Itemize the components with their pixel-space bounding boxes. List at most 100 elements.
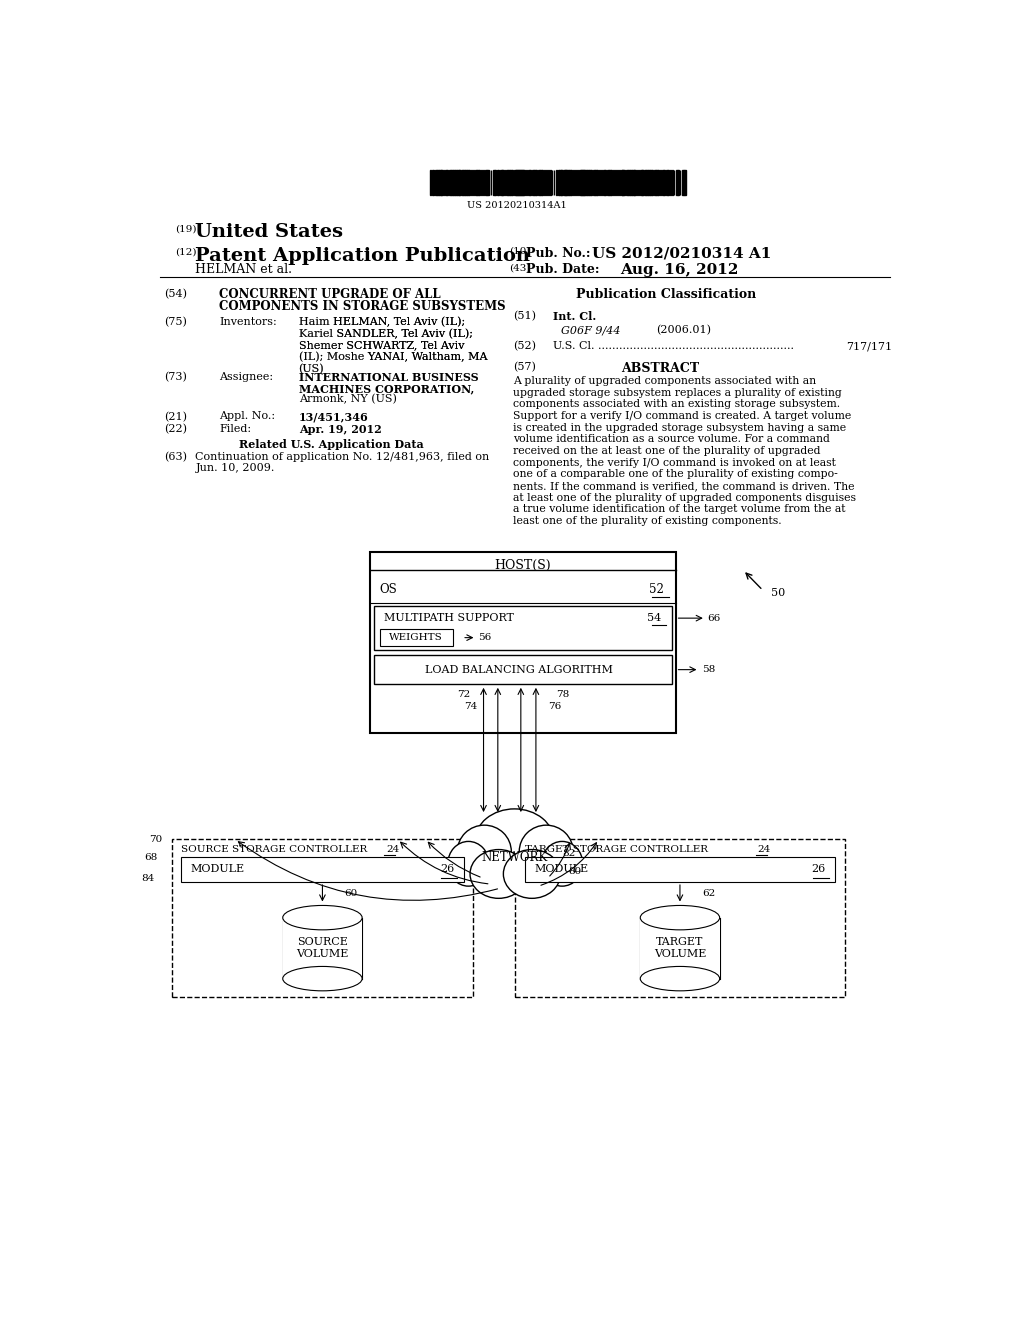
- Bar: [646, 169, 648, 195]
- Bar: [627, 169, 628, 195]
- Text: OS: OS: [380, 583, 397, 595]
- Bar: [439, 169, 441, 195]
- Bar: [467, 169, 469, 195]
- Bar: [497, 169, 498, 195]
- Ellipse shape: [283, 906, 362, 929]
- Text: Int. Cl.: Int. Cl.: [553, 312, 596, 322]
- Text: one of a comparable one of the plurality of existing compo-: one of a comparable one of the plurality…: [513, 470, 838, 479]
- Ellipse shape: [519, 825, 573, 878]
- Bar: [563, 169, 566, 195]
- Bar: [455, 169, 457, 195]
- Bar: [587, 169, 589, 195]
- Bar: [512, 169, 513, 195]
- Bar: [526, 169, 527, 195]
- Text: Haim: Haim: [299, 317, 333, 327]
- Bar: [479, 169, 480, 195]
- Text: 66: 66: [708, 614, 721, 623]
- Bar: [559, 169, 562, 195]
- Text: 72: 72: [458, 689, 471, 698]
- Bar: [450, 169, 451, 195]
- Bar: [530, 169, 531, 195]
- Text: 717/171: 717/171: [846, 342, 892, 351]
- Bar: [629, 169, 630, 195]
- Ellipse shape: [542, 841, 583, 886]
- Ellipse shape: [470, 850, 527, 899]
- Text: Kariel SANDLER, Tel Aviv (IL);: Kariel SANDLER, Tel Aviv (IL);: [299, 329, 473, 339]
- Bar: [435, 169, 437, 195]
- Text: 26: 26: [811, 865, 825, 874]
- Ellipse shape: [504, 850, 560, 899]
- Bar: [480, 169, 482, 195]
- Text: HELMAN et al.: HELMAN et al.: [196, 263, 293, 276]
- Text: components associated with an existing storage subsystem.: components associated with an existing s…: [513, 399, 840, 409]
- Text: at least one of the plurality of upgraded components disguises: at least one of the plurality of upgrade…: [513, 492, 856, 503]
- Bar: [506, 169, 508, 195]
- Bar: [524, 169, 525, 195]
- Ellipse shape: [458, 825, 511, 878]
- Bar: [522, 169, 523, 195]
- Text: (IL); Moshe YANAI, Waltham, MA: (IL); Moshe YANAI, Waltham, MA: [299, 352, 487, 363]
- Text: TARGET STORAGE CONTROLLER: TARGET STORAGE CONTROLLER: [524, 846, 708, 854]
- Ellipse shape: [447, 841, 489, 886]
- Text: 70: 70: [150, 834, 163, 843]
- Bar: [580, 169, 582, 195]
- Bar: [516, 169, 518, 195]
- Text: 80: 80: [568, 867, 582, 876]
- Text: (US): (US): [299, 364, 325, 374]
- Text: 68: 68: [143, 853, 157, 862]
- Bar: [682, 169, 684, 195]
- Text: (75): (75): [164, 317, 186, 327]
- Bar: [548, 169, 549, 195]
- Bar: [585, 169, 588, 195]
- Bar: [642, 169, 643, 195]
- Bar: [636, 169, 638, 195]
- Bar: [536, 169, 538, 195]
- Text: U.S. Cl. ........................................................: U.S. Cl. ...............................…: [553, 342, 794, 351]
- Text: 24: 24: [758, 846, 771, 854]
- Text: NETWORK: NETWORK: [481, 851, 548, 865]
- Bar: [583, 169, 585, 195]
- Bar: [616, 169, 617, 195]
- Bar: [597, 169, 598, 195]
- Text: Continuation of application No. 12/481,963, filed on: Continuation of application No. 12/481,9…: [196, 453, 489, 462]
- Text: Shemer SCHWARTZ, Tel Aviv: Shemer SCHWARTZ, Tel Aviv: [299, 341, 464, 350]
- Text: 62: 62: [702, 890, 716, 899]
- Text: A plurality of upgraded components associated with an: A plurality of upgraded components assoc…: [513, 376, 816, 385]
- Bar: [573, 169, 574, 195]
- Text: (US): (US): [299, 364, 325, 374]
- FancyBboxPatch shape: [172, 840, 473, 997]
- Bar: [612, 169, 613, 195]
- Bar: [431, 169, 434, 195]
- Text: INTERNATIONAL BUSINESS: INTERNATIONAL BUSINESS: [299, 372, 478, 383]
- Bar: [473, 169, 474, 195]
- Text: Kariel SANDLER, Tel Aviv (IL);: Kariel SANDLER, Tel Aviv (IL);: [299, 329, 473, 339]
- Text: 58: 58: [701, 665, 715, 675]
- Bar: [676, 169, 678, 195]
- Text: 60: 60: [345, 890, 358, 899]
- Text: (43): (43): [509, 263, 530, 272]
- Bar: [659, 169, 662, 195]
- Text: MULTIPATH SUPPORT: MULTIPATH SUPPORT: [384, 612, 514, 623]
- Bar: [540, 169, 542, 195]
- Text: (22): (22): [164, 424, 186, 434]
- Text: CONCURRENT UPGRADE OF ALL: CONCURRENT UPGRADE OF ALL: [219, 289, 441, 301]
- FancyBboxPatch shape: [374, 656, 672, 684]
- Bar: [650, 169, 652, 195]
- Bar: [538, 169, 541, 195]
- Bar: [621, 169, 623, 195]
- Bar: [531, 169, 534, 195]
- Bar: [654, 169, 655, 195]
- Text: Pub. Date:: Pub. Date:: [526, 263, 600, 276]
- Bar: [534, 169, 537, 195]
- Text: (52): (52): [513, 342, 536, 351]
- Text: (63): (63): [164, 453, 186, 462]
- Text: Jun. 10, 2009.: Jun. 10, 2009.: [196, 463, 274, 474]
- Bar: [454, 169, 455, 195]
- Bar: [445, 169, 446, 195]
- Text: Armonk, NY (US): Armonk, NY (US): [299, 395, 396, 404]
- Bar: [644, 169, 646, 195]
- Bar: [656, 169, 658, 195]
- Ellipse shape: [640, 906, 720, 929]
- Bar: [452, 169, 453, 195]
- Bar: [684, 169, 686, 195]
